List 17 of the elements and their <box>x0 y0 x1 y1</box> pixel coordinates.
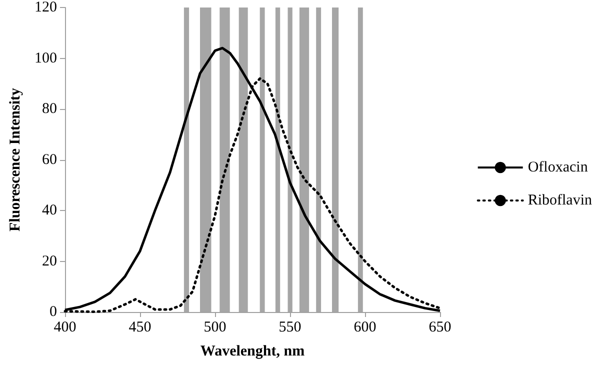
y-tick-label: 100 <box>34 50 57 66</box>
x-tick-label: 600 <box>354 320 376 336</box>
y-tick-label: 20 <box>42 253 57 270</box>
x-tick-label: 650 <box>428 320 452 336</box>
x-tick-label: 450 <box>128 320 152 336</box>
y-tick-label: 80 <box>42 101 57 117</box>
x-tick-label: 550 <box>278 320 302 336</box>
legend-label: Riboflavin <box>528 192 592 208</box>
y-axis-title: Fluorescence Intensity <box>8 88 24 232</box>
legend-label: Ofloxacin <box>528 160 588 176</box>
y-tick-label: 120 <box>34 0 57 16</box>
x-axis-title: Wavelenght, nm <box>200 344 306 360</box>
x-tick-label: 400 <box>54 320 76 336</box>
y-tick-label: 40 <box>42 202 57 218</box>
y-tick-label: 0 <box>50 304 57 320</box>
y-tick-label: 60 <box>42 152 57 168</box>
x-tick-label: 500 <box>204 320 226 336</box>
